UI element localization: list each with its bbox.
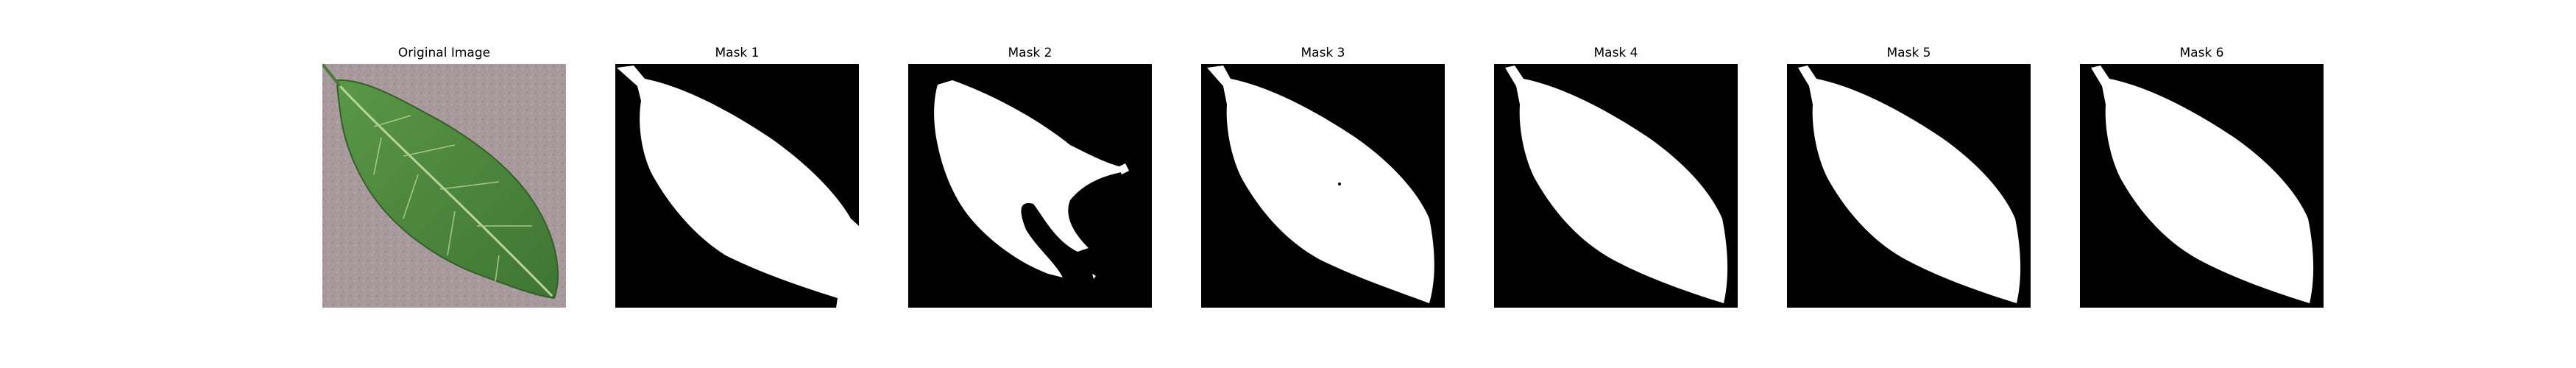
mask-4-image <box>1494 64 1738 308</box>
mask-1-image <box>615 64 859 308</box>
panel-original-image: Original Image <box>322 0 566 368</box>
panel-mask-6: Mask 6 <box>2080 0 2324 368</box>
panel-title: Mask 3 <box>1301 46 1345 60</box>
panel-title: Mask 2 <box>1008 46 1052 60</box>
panel-mask-4: Mask 4 <box>1494 0 1738 368</box>
panel-title: Mask 1 <box>715 46 760 60</box>
panel-title: Mask 5 <box>1886 46 1931 60</box>
mask-6-image <box>2080 64 2324 308</box>
panel-mask-5: Mask 5 <box>1787 0 2031 368</box>
panel-title: Mask 6 <box>2179 46 2224 60</box>
panel-mask-3: Mask 3 <box>1201 0 1445 368</box>
mask-5-image <box>1787 64 2031 308</box>
mask-2-image <box>908 64 1152 308</box>
panel-mask-1: Mask 1 <box>615 0 859 368</box>
panel-title: Original Image <box>397 46 491 60</box>
panel-title: Mask 4 <box>1593 46 1638 60</box>
panel-mask-2: Mask 2 <box>908 0 1152 368</box>
original-leaf-photo <box>322 64 566 308</box>
mask-3-image <box>1201 64 1445 308</box>
